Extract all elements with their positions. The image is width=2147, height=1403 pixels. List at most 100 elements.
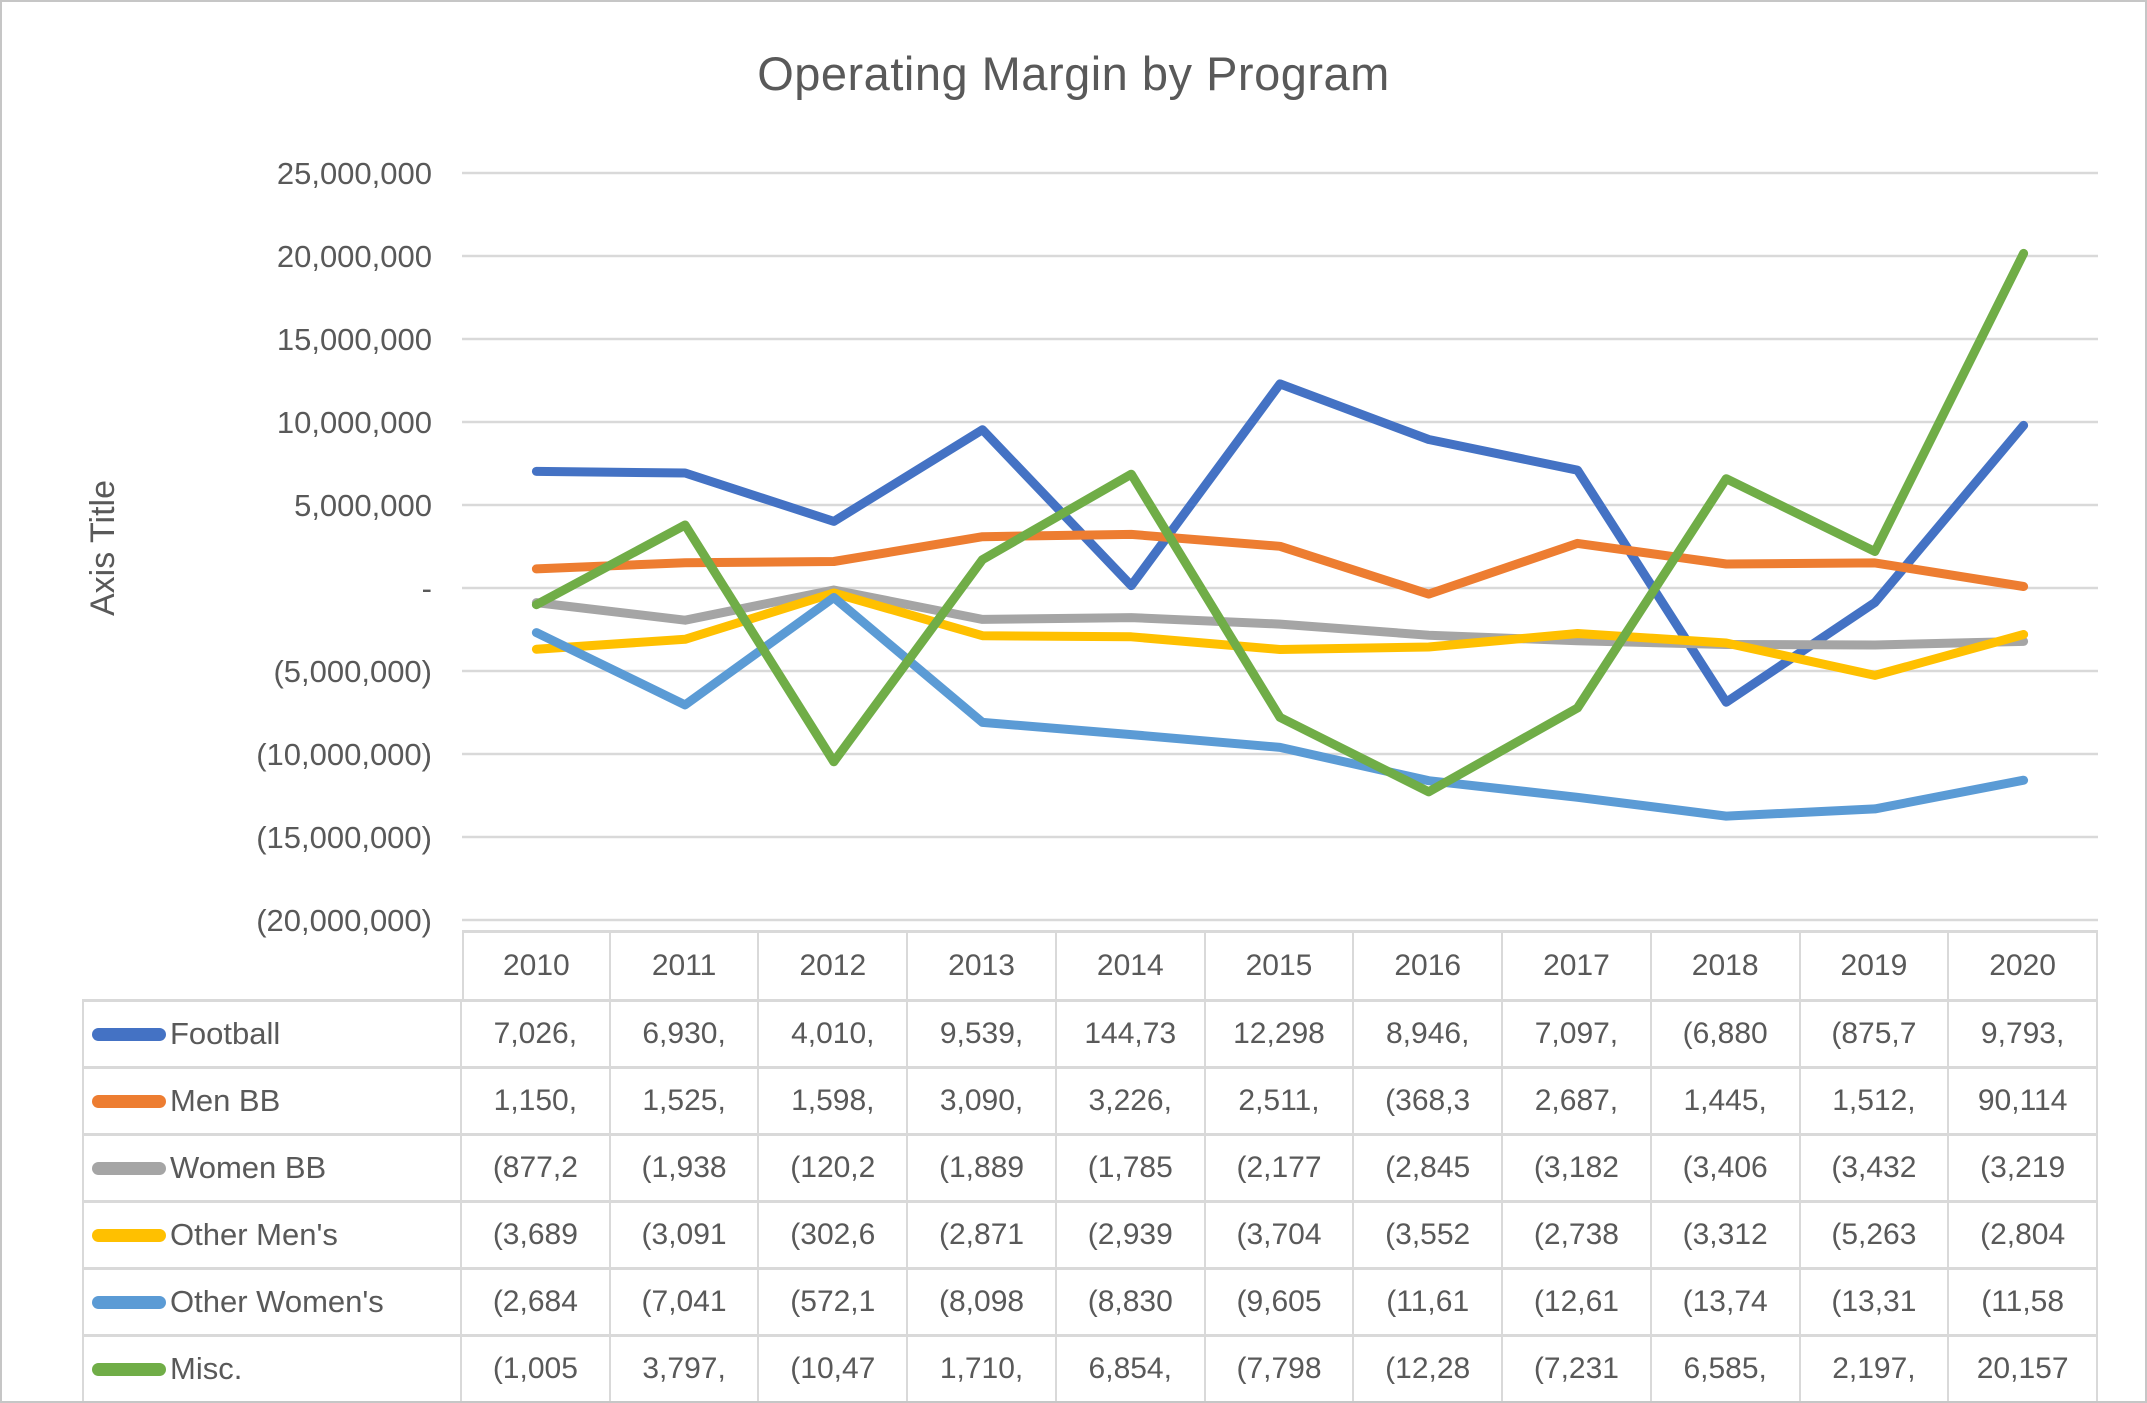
legend-cell-other-men-s: Other Men's — [82, 1203, 462, 1270]
value-cell-2020: (2,804 — [1949, 1203, 2098, 1270]
value-cell-2011: (3,091 — [610, 1203, 760, 1270]
year-header-2011: 2011 — [610, 930, 760, 1002]
value-cell-2019: (13,31 — [1800, 1270, 1950, 1337]
value-cell-2018: (3,312 — [1651, 1203, 1801, 1270]
legend-key-icon — [92, 1027, 166, 1041]
value-cell-2010: 1,150, — [462, 1069, 611, 1136]
value-cell-2016: (12,28 — [1354, 1337, 1504, 1401]
value-cell-2011: 6,930, — [610, 1002, 760, 1069]
value-cell-2020: (3,219 — [1949, 1136, 2098, 1203]
legend-cell-misc: Misc. — [82, 1337, 462, 1401]
value-cell-2013: (8,098 — [908, 1270, 1057, 1337]
value-cell-2020: 9,793, — [1949, 1002, 2098, 1069]
series-label: Men BB — [170, 1083, 281, 1118]
value-cell-2012: 4,010, — [759, 1002, 909, 1069]
year-header-2014: 2014 — [1056, 930, 1206, 1002]
series-label: Other Women's — [170, 1284, 384, 1319]
series-label: Women BB — [170, 1150, 327, 1185]
value-cell-2013: 1,710, — [908, 1337, 1057, 1401]
value-cell-2010: (1,005 — [462, 1337, 611, 1401]
data-table: 2010 2011 2012 2013 2014 2015 2016 2017 2018 2019… — [82, 930, 2098, 1401]
value-cell-2012: 1,598, — [759, 1069, 909, 1136]
year-header-2020: 2020 — [1949, 930, 2098, 1002]
year-header-2013: 2013 — [908, 930, 1057, 1002]
y-tick-label: (20,000,000) — [256, 903, 432, 938]
value-cell-2020: (11,58 — [1949, 1270, 2098, 1337]
value-cell-2015: (2,177 — [1205, 1136, 1355, 1203]
value-cell-2010: (2,684 — [462, 1270, 611, 1337]
value-cell-2018: 1,445, — [1651, 1069, 1801, 1136]
value-cell-2015: (3,704 — [1205, 1203, 1355, 1270]
value-cell-2014: (1,785 — [1056, 1136, 1206, 1203]
year-header-2017: 2017 — [1503, 930, 1652, 1002]
value-cell-2012: (572,1 — [759, 1270, 909, 1337]
y-tick-label: (10,000,000) — [256, 737, 432, 772]
value-cell-2012: (10,47 — [759, 1337, 909, 1401]
value-cell-2015: (9,605 — [1205, 1270, 1355, 1337]
legend-key-icon — [92, 1094, 166, 1108]
y-axis-title: Axis Title — [84, 480, 122, 616]
value-cell-2018: 6,585, — [1652, 1337, 1801, 1401]
value-cell-2015: 12,298 — [1205, 1002, 1355, 1069]
value-cell-2016: 8,946, — [1354, 1002, 1504, 1069]
value-cell-2011: (7,041 — [610, 1270, 760, 1337]
value-cell-2017: 2,687, — [1503, 1069, 1652, 1136]
value-cell-2013: 9,539, — [908, 1002, 1057, 1069]
value-cell-2014: (2,939 — [1056, 1203, 1206, 1270]
series-line-misc — [531, 248, 2029, 797]
chart-title: Operating Margin by Program — [757, 47, 1390, 100]
legend-cell-other-women-s: Other Women's — [82, 1270, 462, 1337]
value-cell-2014: 6,854, — [1057, 1337, 1206, 1401]
legend-key-icon — [92, 1161, 166, 1175]
value-cell-2016: (2,845 — [1354, 1136, 1504, 1203]
value-cell-2010: (3,689 — [462, 1203, 611, 1270]
value-cell-2013: (1,889 — [908, 1136, 1057, 1203]
value-cell-2017: 7,097, — [1503, 1002, 1652, 1069]
value-cell-2015: (7,798 — [1206, 1337, 1355, 1401]
value-cell-2011: (1,938 — [610, 1136, 760, 1203]
value-cell-2020: 90,114 — [1949, 1069, 2098, 1136]
series-line-other-men-s — [531, 588, 2029, 680]
value-cell-2016: (368,3 — [1354, 1069, 1504, 1136]
value-cell-2010: (877,2 — [462, 1136, 611, 1203]
value-cell-2011: 3,797, — [611, 1337, 760, 1401]
value-cell-2019: 1,512, — [1800, 1069, 1950, 1136]
value-cell-2017: (7,231 — [1503, 1337, 1652, 1401]
table-header-spacer — [82, 930, 462, 1002]
value-cell-2014: 144,73 — [1056, 1002, 1206, 1069]
value-cell-2020: 20,157 — [1949, 1337, 2098, 1401]
year-header-2018: 2018 — [1651, 930, 1801, 1002]
y-tick-label: 25,000,000 — [277, 156, 432, 191]
value-cell-2018: (13,74 — [1651, 1270, 1801, 1337]
value-cell-2016: (3,552 — [1354, 1203, 1504, 1270]
value-cell-2018: (6,880 — [1651, 1002, 1801, 1069]
value-cell-2019: 2,197, — [1801, 1337, 1950, 1401]
legend-key-icon — [92, 1295, 166, 1309]
legend-cell-women-bb: Women BB — [82, 1136, 462, 1203]
value-cell-2018: (3,406 — [1651, 1136, 1801, 1203]
year-header-2012: 2012 — [759, 930, 909, 1002]
value-cell-2014: 3,226, — [1056, 1069, 1206, 1136]
value-cell-2017: (3,182 — [1503, 1136, 1652, 1203]
y-tick-label: 15,000,000 — [277, 322, 432, 357]
value-cell-2012: (120,2 — [759, 1136, 909, 1203]
y-tick-label: 20,000,000 — [277, 239, 432, 274]
series-label: Other Men's — [170, 1217, 338, 1252]
value-cell-2019: (3,432 — [1800, 1136, 1950, 1203]
value-cell-2011: 1,525, — [610, 1069, 760, 1136]
value-cell-2017: (2,738 — [1503, 1203, 1652, 1270]
series-line-men-bb — [531, 529, 2029, 599]
year-header-2016: 2016 — [1354, 930, 1504, 1002]
series-label: Football — [170, 1016, 281, 1051]
value-cell-2016: (11,61 — [1354, 1270, 1504, 1337]
value-cell-2012: (302,6 — [759, 1203, 909, 1270]
legend-cell-football: Football — [82, 1002, 462, 1069]
legend-cell-men-bb: Men BB — [82, 1069, 462, 1136]
value-cell-2013: (2,871 — [908, 1203, 1057, 1270]
y-tick-label: (5,000,000) — [273, 654, 432, 689]
year-header-2015: 2015 — [1205, 930, 1355, 1002]
y-tick-label: (15,000,000) — [256, 820, 432, 855]
y-tick-label: 10,000,000 — [277, 405, 432, 440]
